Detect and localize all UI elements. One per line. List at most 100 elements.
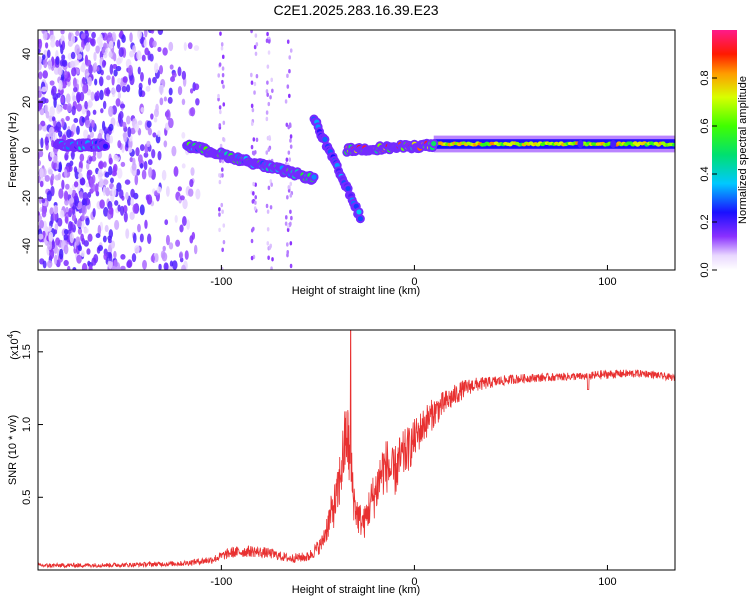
spectrogram-noise-cell <box>267 185 271 191</box>
spectrogram-noise-cell <box>115 84 122 93</box>
spectrogram-noise-cell <box>177 85 183 96</box>
colorbar: 0.0 0.2 0.4 0.6 0.8 Normalized spectral ampl… <box>699 30 749 278</box>
spectrogram-noise-cell <box>251 199 255 204</box>
spectrogram-noise-cell <box>179 224 184 233</box>
spectrogram-noise-cell <box>67 265 71 270</box>
spectrogram-noise-cell <box>170 76 175 83</box>
spectrogram-noise-cell <box>193 244 198 255</box>
spectrogram-noise-cell <box>153 62 159 74</box>
spectrogram-noise-cell <box>117 91 122 99</box>
spectrogram-noise-cell <box>45 42 49 49</box>
spectrogram-noise-cell <box>40 120 46 127</box>
spectrogram-noise-cell <box>254 195 258 200</box>
spectrogram-noise-cell <box>222 102 226 107</box>
spectrogram-noise-cell <box>111 186 117 198</box>
spectrogram-noise-cell <box>187 42 193 50</box>
spectrogram-noise-cell <box>106 87 110 97</box>
spectrogram-noise-cell <box>72 266 77 270</box>
spectrogram-noise-cell <box>250 255 254 261</box>
spectrogram-noise-cell <box>289 48 293 53</box>
colorbar-tick-label: 0.8 <box>699 70 711 85</box>
spectrogram-noise-cell <box>55 121 62 133</box>
spectrogram-noise-cell <box>265 203 269 209</box>
spectrogram-noise-cell <box>286 84 290 89</box>
carrier-cell <box>356 209 362 215</box>
spectrogram-noise-cell <box>70 197 74 203</box>
spectrogram-noise-cell <box>107 238 112 244</box>
spectrogram-noise-cell <box>181 98 186 106</box>
spectrogram-noise-cell <box>129 211 135 220</box>
spectrogram-noise-cell <box>255 42 259 47</box>
spectrogram-noise-cell <box>183 42 187 51</box>
spectrogram-noise-cell <box>221 173 224 178</box>
spectrogram-noise-cell <box>79 176 85 186</box>
spectrogram-noise-cell <box>108 105 114 117</box>
spectrogram-noise-cell <box>147 159 153 166</box>
carrier-cell <box>357 216 363 222</box>
spectrogram-noise-cell <box>164 219 169 226</box>
spectrogram-noise-cell <box>103 52 108 59</box>
spectrogram-noise-cell <box>49 151 55 158</box>
spectrogram-noise-cell <box>115 98 121 107</box>
spectrogram-noise-cell <box>86 162 90 170</box>
spectrogram-noise-cell <box>81 204 87 215</box>
spectrogram-noise-cell <box>38 71 43 80</box>
spectrogram-noise-cell <box>146 120 152 128</box>
spectrogram-noise-cell <box>252 181 255 187</box>
spectrogram-x-tick-label: 0 <box>411 276 417 288</box>
spectrogram-noise-cell <box>221 159 225 164</box>
spectrogram-noise-cell <box>63 228 69 235</box>
spectrogram-noise-cell <box>39 108 45 116</box>
snr-multiplier-close: ) <box>9 330 21 334</box>
spectrogram-noise-cell <box>289 138 292 143</box>
spectrogram-noise-cell <box>150 30 155 34</box>
spectrogram-noise-cell <box>287 150 291 155</box>
spectrogram-noise-cell <box>149 53 154 62</box>
spectrogram-noise-cell <box>143 160 148 171</box>
spectrogram-noise-cell <box>174 215 178 223</box>
spectrogram-y-tick-label: -40 <box>21 238 33 254</box>
spectrogram-noise-cell <box>254 51 258 56</box>
spectrogram-noise-cell <box>50 39 56 48</box>
spectrogram-noise-cell <box>60 30 65 35</box>
spectrogram-noise-cell <box>123 131 128 143</box>
spectrogram-noise-cell <box>131 253 137 263</box>
carrier-cell <box>610 140 617 148</box>
spectrogram-noise-cell <box>120 254 126 260</box>
spectrogram-noise-cell <box>289 263 293 269</box>
spectrogram-noise-cell <box>46 49 51 59</box>
spectrogram-noise-cell <box>265 38 269 43</box>
spectrogram-noise-cell <box>218 105 222 110</box>
spectrogram-noise-cell <box>139 162 144 169</box>
spectrogram-noise-cell <box>134 123 140 132</box>
spectrogram-noise-cell <box>102 235 107 243</box>
spectrogram-noise-cell <box>63 234 68 241</box>
spectrogram-x-tick-label: 100 <box>598 276 616 288</box>
spectrogram-noise-cell <box>41 54 46 60</box>
spectrogram-noise-cell <box>59 210 65 218</box>
spectrogram-noise-cell <box>267 255 270 260</box>
spectrogram-noise-cell <box>189 235 194 244</box>
spectrogram-noise-cell <box>117 112 122 124</box>
spectrogram-noise-cell <box>98 76 104 87</box>
spectrogram-noise-cell <box>116 182 122 192</box>
spectrogram-noise-cell <box>254 200 257 205</box>
spectrogram-noise-cell <box>52 131 57 143</box>
spectrogram-noise-cell <box>266 80 269 85</box>
spectrogram-noise-cell <box>95 45 100 54</box>
spectrogram-noise-cell <box>221 66 225 71</box>
spectrogram-noise-cell <box>47 59 53 70</box>
spectrogram-noise-cell <box>55 237 61 246</box>
spectrogram-noise-cell <box>124 179 131 185</box>
spectrogram-noise-cell <box>82 84 88 94</box>
spectrogram-noise-cell <box>130 127 136 135</box>
carrier-cell <box>345 185 351 192</box>
spectrogram-noise-cell <box>251 107 255 113</box>
spectrogram-noise-cell <box>127 64 133 76</box>
spectrogram-noise-cell <box>117 140 122 149</box>
spectrogram-noise-cell <box>141 169 147 180</box>
spectrogram-noise-cell <box>111 75 115 86</box>
spectrogram-noise-cell <box>288 55 292 60</box>
spectrogram-noise-cell <box>145 85 151 92</box>
spectrogram-noise-cell <box>88 99 93 109</box>
